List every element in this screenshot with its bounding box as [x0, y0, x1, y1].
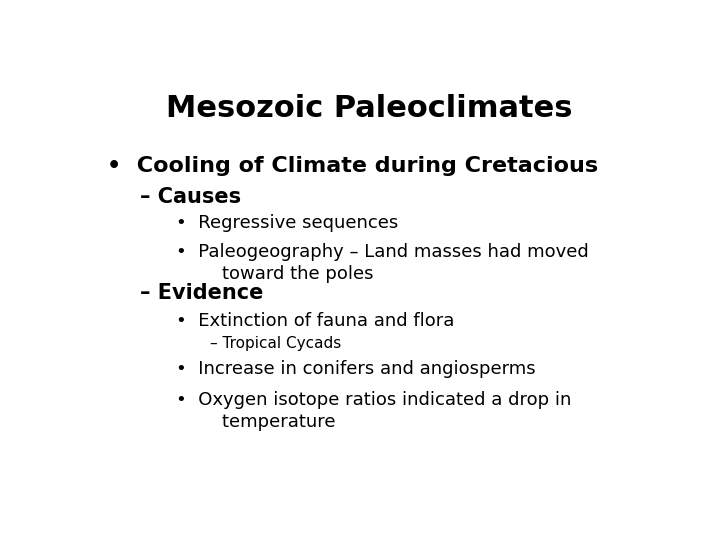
- Text: •  Oxygen isotope ratios indicated a drop in
        temperature: • Oxygen isotope ratios indicated a drop…: [176, 391, 572, 431]
- Text: – Evidence: – Evidence: [140, 283, 264, 303]
- Text: •  Regressive sequences: • Regressive sequences: [176, 214, 399, 233]
- Text: •  Increase in conifers and angiosperms: • Increase in conifers and angiosperms: [176, 360, 536, 378]
- Text: Mesozoic Paleoclimates: Mesozoic Paleoclimates: [166, 94, 572, 123]
- Text: – Tropical Cycads: – Tropical Cycads: [210, 336, 341, 351]
- Text: – Causes: – Causes: [140, 187, 241, 207]
- Text: •  Paleogeography – Land masses had moved
        toward the poles: • Paleogeography – Land masses had moved…: [176, 243, 589, 283]
- Text: •  Extinction of fauna and flora: • Extinction of fauna and flora: [176, 312, 455, 330]
- Text: •  Cooling of Climate during Cretacious: • Cooling of Climate during Cretacious: [107, 156, 598, 176]
